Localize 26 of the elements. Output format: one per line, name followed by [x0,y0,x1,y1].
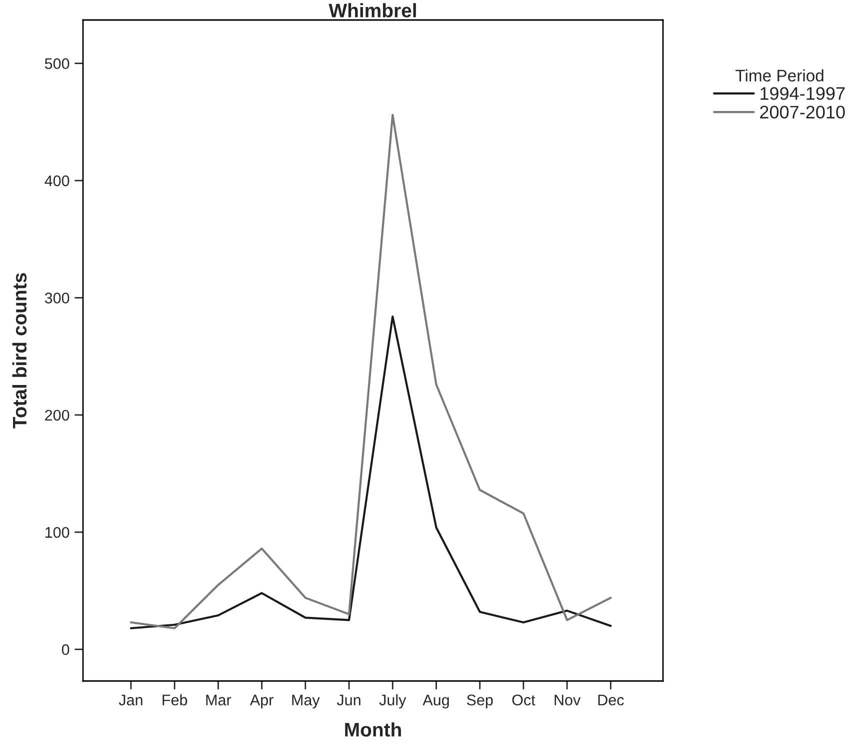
x-tick-label: May [292,694,320,708]
x-tick-label: Feb [162,694,188,706]
legend-label: 1994-1997 [760,87,845,100]
x-tick-label: Nov [554,694,581,706]
x-tick-label: Oct [512,694,536,706]
legend-title: Time Period [736,69,824,82]
y-tick-label: 100 [45,527,70,538]
x-tick-label: Jan [118,694,142,706]
y-tick-label: 300 [44,292,70,304]
x-tick-label: Aug [422,694,449,708]
chart-title: Whimbrel [328,3,416,18]
y-tick-label: 0 [62,644,70,656]
y-axis-title: Total bird counts [12,273,27,428]
x-tick-label: July [379,694,406,708]
x-tick-label: Dec [598,694,624,706]
x-tick-label: Sep [466,694,493,708]
x-axis-title: Month [345,722,401,737]
x-tick-label: Apr [250,694,274,708]
x-tick-label: Jun [336,694,360,706]
x-tick-label: Mar [206,694,232,706]
line-series [130,315,612,630]
legend-label: 2007-2010 [760,106,845,119]
line-series [130,114,612,630]
y-tick-label: 400 [44,175,70,186]
y-tick-label: 500 [44,58,70,70]
y-tick-label: 200 [45,410,70,421]
